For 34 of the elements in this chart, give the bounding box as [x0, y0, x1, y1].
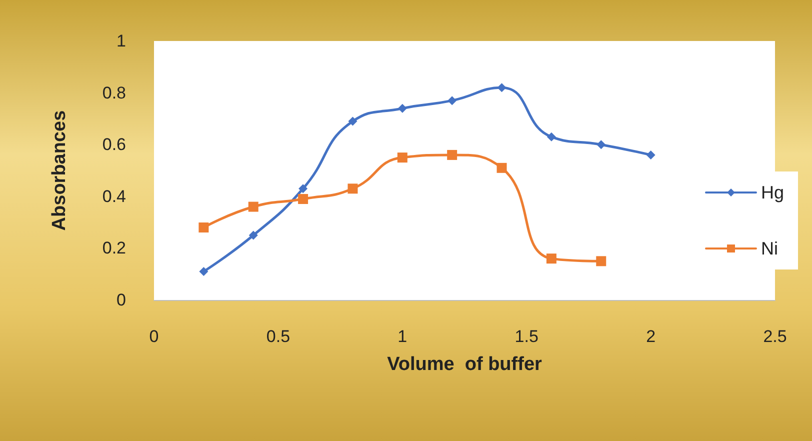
y-tick-label: 0.6: [102, 135, 126, 154]
point: [199, 267, 208, 276]
x-tick-label: 0: [149, 327, 159, 346]
point: [646, 150, 656, 160]
point: [448, 96, 457, 106]
point: [447, 150, 458, 160]
y-tick-label: 1: [116, 32, 126, 50]
legend-label: Hg: [760, 182, 784, 202]
point: [546, 132, 556, 142]
point: [596, 140, 606, 150]
x-tick-label: 2.5: [763, 327, 787, 346]
point: [198, 222, 209, 232]
x-axis-title: Volume of buffer: [387, 354, 543, 375]
point: [348, 184, 358, 194]
y-axis-title: Absorbances: [49, 110, 70, 231]
point: [248, 230, 258, 240]
x-tick-label: 0.5: [266, 327, 290, 346]
y-tick-label: 0: [116, 290, 126, 310]
point: [596, 256, 606, 266]
point: [398, 104, 407, 113]
point: [348, 116, 358, 126]
x-tick-label: 2: [646, 327, 656, 346]
y-tick-label: 0.2: [102, 238, 126, 258]
y-tick-label: 0.4: [102, 186, 126, 206]
x-tick-label: 1: [398, 327, 408, 346]
point: [248, 202, 258, 212]
y-tick-label: 0.8: [102, 83, 126, 102]
legend-label: Ni: [760, 238, 778, 258]
point: [397, 152, 408, 163]
point: [546, 254, 556, 264]
point: [298, 194, 308, 204]
point: [496, 162, 507, 173]
point: [298, 184, 308, 194]
x-tick-label: 1.5: [514, 327, 538, 346]
